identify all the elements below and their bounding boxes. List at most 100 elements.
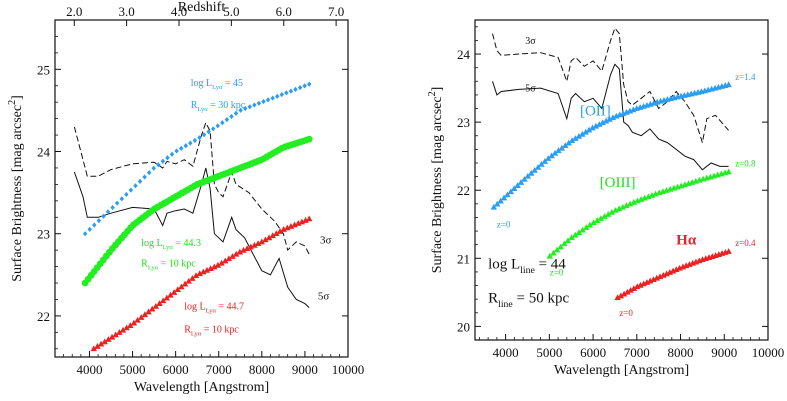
annotation: [OIII] <box>600 175 636 191</box>
data-point <box>203 266 211 273</box>
data-point <box>163 294 171 301</box>
y-tick-label: 22 <box>37 309 50 324</box>
data-point <box>579 130 586 137</box>
data-point <box>624 288 631 295</box>
data-point <box>575 133 583 139</box>
data-point <box>211 263 218 270</box>
data-point <box>189 275 196 281</box>
annotation: z=0 <box>619 308 633 318</box>
data-point <box>507 188 515 195</box>
annotation-tail: = 50 kpc <box>513 291 570 307</box>
right-chart-panel: 4000 5000 6000 7000 8000 9000 10000 20 21 22 23 24 W… <box>427 19 784 378</box>
data-point <box>586 221 594 228</box>
data-point <box>620 290 628 297</box>
limit-curve-5sigma <box>492 63 729 171</box>
data-point <box>568 234 575 240</box>
data-point <box>528 169 535 176</box>
data-point <box>562 142 569 149</box>
data-point <box>572 231 579 238</box>
data-point <box>557 243 564 250</box>
data-point <box>302 83 307 89</box>
data-point <box>538 161 545 167</box>
data-point <box>218 259 225 266</box>
data-point <box>174 148 179 154</box>
y-tick-label: 20 <box>457 319 470 334</box>
data-point <box>590 219 597 226</box>
data-point <box>265 97 271 103</box>
data-point <box>119 326 127 333</box>
data-point <box>288 88 294 94</box>
annotation-text: z=0 <box>550 267 564 277</box>
data-point <box>188 140 193 146</box>
y-tick-label: 23 <box>37 227 50 242</box>
data-point <box>579 226 586 233</box>
data-point <box>215 123 220 129</box>
data-point <box>225 255 233 262</box>
data-point <box>626 200 634 207</box>
data-point <box>497 197 504 204</box>
data-point <box>229 113 234 120</box>
annotation-text: z=0 <box>497 220 511 230</box>
top-tick-label: 2.0 <box>66 4 82 19</box>
annotation-tail: = 30 kpc <box>208 100 246 111</box>
data-point <box>247 104 252 110</box>
data-point <box>192 137 198 144</box>
data-point <box>192 272 200 279</box>
series-0 <box>490 81 732 210</box>
data-point <box>101 213 106 219</box>
y-axis-label-sup: 2 <box>427 91 438 96</box>
annotation: z=1.4 <box>735 72 756 82</box>
top-tick-label: 7.0 <box>328 4 344 19</box>
plot-frame <box>474 19 769 341</box>
data-point <box>92 222 97 228</box>
data-point <box>169 151 175 157</box>
data-point <box>548 152 555 159</box>
x-tick-label: 4000 <box>493 345 519 360</box>
top-axis-label: Redshift <box>178 0 226 15</box>
data-point <box>565 139 572 146</box>
x-tick-label: 4000 <box>76 362 102 377</box>
data-point <box>725 168 732 175</box>
data-point <box>592 122 600 129</box>
data-point <box>133 183 138 189</box>
annotation-subscript: Lyα <box>191 330 202 337</box>
data-point <box>287 223 295 229</box>
annotation: z=0.4 <box>735 238 756 248</box>
data-point <box>614 294 621 301</box>
y-axis-label: Surface Brightness [mag arcsec2] <box>427 87 445 274</box>
annotation: log LLyα = 44.7 <box>184 301 244 314</box>
annotation-text: z=0.8 <box>735 158 756 168</box>
data-point <box>295 220 302 226</box>
annotation-text: 3σ <box>320 235 332 247</box>
data-point <box>94 343 101 349</box>
data-point <box>582 128 589 135</box>
data-point <box>152 302 160 309</box>
y-axis-label-main: Surface Brightness [mag arcsec <box>430 96 445 273</box>
data-point <box>185 277 192 284</box>
data-point <box>298 218 306 225</box>
data-point <box>630 199 637 205</box>
data-point <box>284 90 289 96</box>
series-0 <box>82 81 312 237</box>
limit-curve-3sigma <box>73 121 310 255</box>
data-point <box>604 211 612 217</box>
data-point <box>224 116 230 123</box>
data-point <box>596 121 603 127</box>
data-point <box>589 124 596 131</box>
data-point <box>160 158 166 164</box>
x-tick-label: 8000 <box>249 362 275 377</box>
data-point <box>119 196 124 202</box>
y-tick-label: 24 <box>37 145 51 160</box>
data-point <box>601 213 608 219</box>
data-point <box>130 319 138 326</box>
data-point <box>258 238 265 245</box>
annotation-text: 5σ <box>318 290 330 302</box>
data-point <box>305 135 313 143</box>
data-point <box>138 314 145 320</box>
data-point <box>256 100 262 106</box>
annotation-text: R <box>141 259 148 270</box>
data-point <box>127 322 134 328</box>
data-point <box>553 246 561 253</box>
data-point <box>307 81 312 87</box>
y-axis-label-end: ] <box>430 87 445 92</box>
